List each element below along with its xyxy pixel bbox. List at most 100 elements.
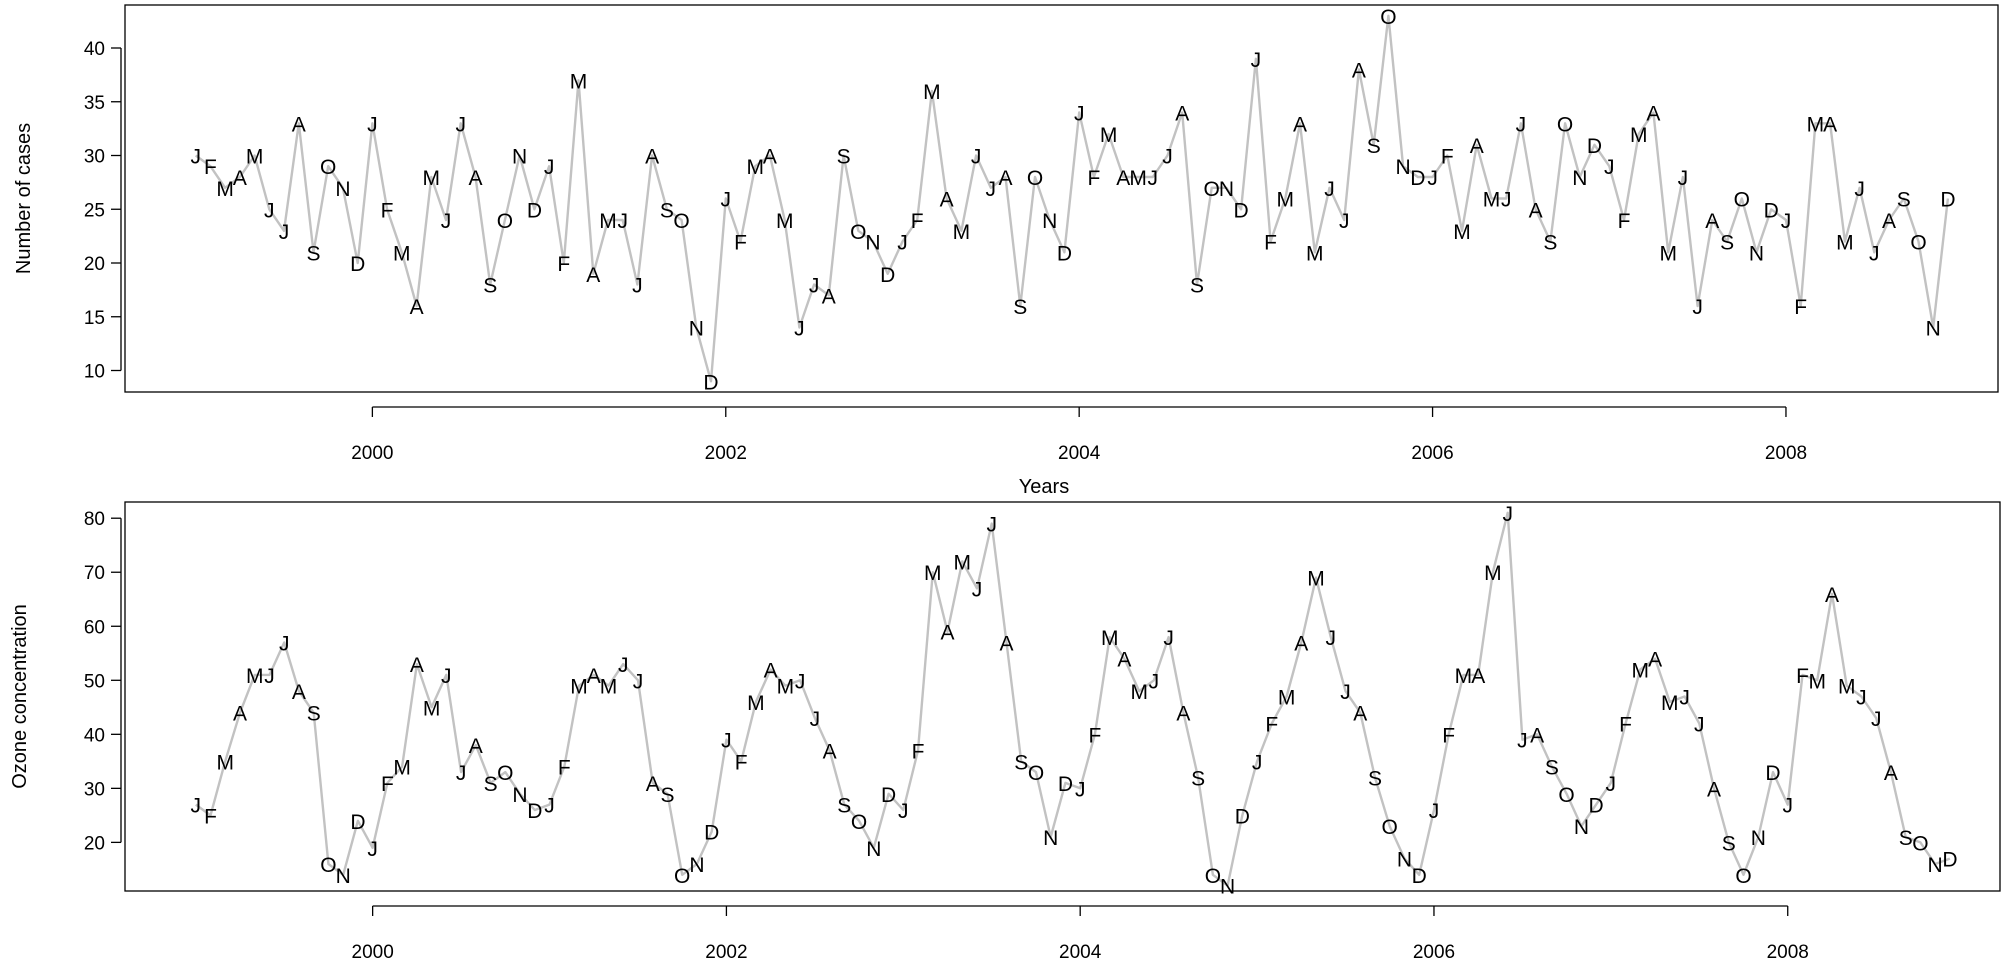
data-point-month-label: D <box>1765 762 1780 785</box>
data-point-month-label: J <box>1163 627 1174 650</box>
y-tick-label: 25 <box>84 200 105 221</box>
data-point-month-label: A <box>645 146 659 169</box>
data-point-month-label: N <box>1572 167 1587 190</box>
data-point-month-label: N <box>1043 827 1058 850</box>
data-point-month-label: O <box>1910 232 1926 255</box>
data-point-month-label: A <box>1648 649 1662 672</box>
data-point-month-label: J <box>264 665 275 688</box>
data-point-month-label: J <box>617 210 628 233</box>
data-point-month-label: F <box>558 757 571 780</box>
data-point-month-label: O <box>1027 167 1043 190</box>
data-point-month-label: N <box>865 232 880 255</box>
data-point-month-label: O <box>1028 762 1044 785</box>
data-point-month-label: J <box>809 275 820 298</box>
data-point-month-label: N <box>335 178 350 201</box>
data-point-month-label: M <box>1278 687 1296 710</box>
x-tick-label: 2006 <box>1411 443 1453 464</box>
data-point-month-label: A <box>823 741 837 764</box>
data-point-month-label: M <box>776 210 794 233</box>
data-point-month-label: F <box>1618 210 1631 233</box>
data-point-month-label: F <box>381 773 394 796</box>
data-point-month-label: F <box>735 751 748 774</box>
data-point-month-label: A <box>1882 210 1896 233</box>
data-point-month-label: J <box>544 795 555 818</box>
data-point-month-label: A <box>1823 113 1837 136</box>
data-point-month-label: O <box>850 221 866 244</box>
data-point-month-label: D <box>1058 773 1073 796</box>
x-tick-label: 2004 <box>1059 942 1102 963</box>
data-point-month-label: O <box>1734 189 1750 212</box>
data-point-month-label: O <box>1382 816 1398 839</box>
data-point-month-label: J <box>1427 167 1438 190</box>
data-point-month-label: J <box>1148 167 1159 190</box>
data-point-month-label: A <box>999 633 1013 656</box>
data-point-month-label: A <box>1529 199 1543 222</box>
data-point-month-label: A <box>233 167 247 190</box>
data-point-month-label: F <box>1441 146 1454 169</box>
data-point-month-label: J <box>898 800 909 823</box>
data-point-month-label: D <box>1940 189 1955 212</box>
data-point-month-label: D <box>881 784 896 807</box>
data-point-month-label: F <box>557 253 570 276</box>
data-point-month-label: J <box>971 146 982 169</box>
data-point-month-label: S <box>1899 827 1913 850</box>
data-point-month-label: A <box>1293 113 1307 136</box>
data-point-month-label: J <box>986 178 997 201</box>
data-point-month-label: J <box>1871 708 1882 731</box>
data-point-month-label: A <box>998 167 1012 190</box>
data-point-month-label: N <box>512 784 527 807</box>
data-point-month-label: M <box>246 146 264 169</box>
data-point-month-label: N <box>1749 242 1764 265</box>
data-point-month-label: J <box>1162 146 1173 169</box>
data-point-month-label: D <box>703 371 718 394</box>
data-point-month-label: J <box>1340 681 1351 704</box>
data-point-month-label: J <box>1692 296 1703 319</box>
data-point-month-label: S <box>1897 189 1911 212</box>
data-point-month-label: J <box>544 156 555 179</box>
data-point-month-label: M <box>953 221 971 244</box>
data-point-month-label: O <box>320 156 336 179</box>
data-point-month-label: F <box>381 199 394 222</box>
data-point-month-label: S <box>1191 768 1205 791</box>
data-point-month-label: O <box>320 854 336 877</box>
data-point-month-label: F <box>1796 665 1809 688</box>
data-point-month-label: F <box>1264 232 1277 255</box>
data-point-month-label: O <box>1205 865 1221 888</box>
data-point-month-label: A <box>1353 703 1367 726</box>
data-point-month-label: A <box>1646 103 1660 126</box>
data-point-month-label: J <box>1678 167 1689 190</box>
data-point-month-label: O <box>1557 113 1573 136</box>
data-point-month-label: M <box>1661 692 1679 715</box>
data-point-month-label: J <box>1606 773 1617 796</box>
data-point-month-label: N <box>1751 827 1766 850</box>
data-point-month-label: M <box>423 697 441 720</box>
data-point-month-label: F <box>1794 296 1807 319</box>
data-point-month-label: S <box>660 199 674 222</box>
data-point-month-label: J <box>455 113 466 136</box>
data-point-month-label: M <box>1838 676 1856 699</box>
y-tick-label: 20 <box>84 833 105 854</box>
data-point-month-label: O <box>497 210 513 233</box>
data-point-month-label: F <box>1088 724 1101 747</box>
data-point-month-label: N <box>689 318 704 341</box>
data-point-month-label: J <box>1252 751 1263 774</box>
y-tick-label: 80 <box>84 509 105 530</box>
data-point-month-label: J <box>1679 687 1690 710</box>
data-point-month-label: A <box>233 703 247 726</box>
data-point-month-label: M <box>570 70 588 93</box>
data-point-month-label: J <box>1694 714 1705 737</box>
data-point-month-label: A <box>1175 103 1189 126</box>
data-point-month-label: O <box>673 210 689 233</box>
x-axis-title: Years <box>1019 476 1069 498</box>
data-point-month-label: F <box>911 210 924 233</box>
data-point-month-label: A <box>940 189 954 212</box>
data-point-month-label: S <box>1545 757 1559 780</box>
data-point-month-label: M <box>393 757 411 780</box>
data-point-month-label: N <box>1396 156 1411 179</box>
data-point-month-label: S <box>1722 832 1736 855</box>
data-point-month-label: N <box>689 854 704 877</box>
data-point-month-label: D <box>704 822 719 845</box>
y-tick-label: 40 <box>84 39 105 60</box>
data-point-month-label: J <box>1781 210 1792 233</box>
